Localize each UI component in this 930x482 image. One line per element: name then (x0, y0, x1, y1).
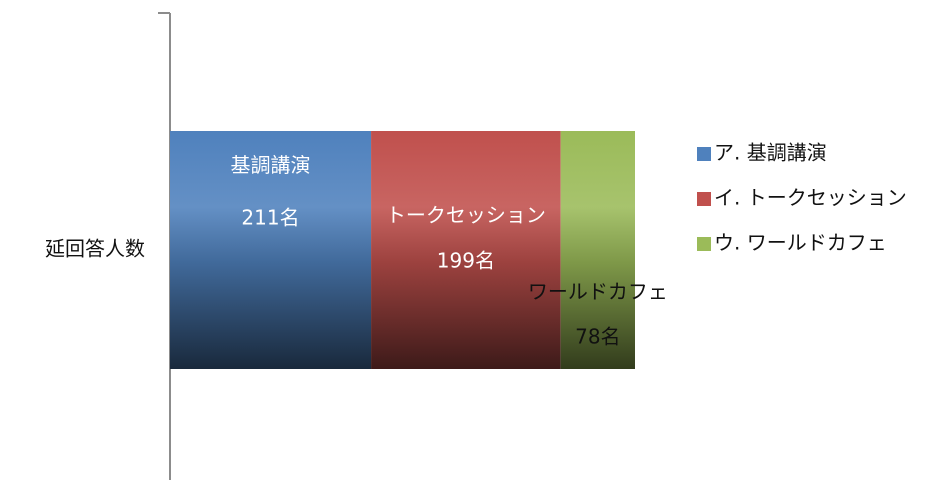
segment-value-label-3: 78名 (575, 325, 620, 349)
bars-layer (170, 131, 635, 369)
bar-segment-2 (371, 131, 561, 369)
bar-segment-3 (560, 131, 635, 369)
bar-segment-1 (170, 131, 372, 369)
legend-swatch-1 (697, 147, 711, 161)
legend-swatch-2 (697, 192, 711, 206)
legend-label-1: ア. 基調講演 (714, 141, 827, 165)
segment-value-label-2: 199名 (437, 248, 495, 272)
category-labels-layer: 延回答人数 (45, 237, 145, 261)
segment-name-label-3: ワールドカフェ (528, 279, 668, 303)
segment-name-label-1: 基調講演 (231, 153, 311, 177)
legend-label-2: イ. トークセッション (714, 186, 907, 210)
category-label: 延回答人数 (45, 237, 145, 261)
segment-value-label-1: 211名 (241, 206, 299, 230)
legend-swatch-3 (697, 237, 711, 251)
segment-name-label-2: トークセッション (386, 203, 546, 227)
axis-layer (158, 12, 171, 480)
legend-label-3: ウ. ワールドカフェ (714, 231, 887, 255)
